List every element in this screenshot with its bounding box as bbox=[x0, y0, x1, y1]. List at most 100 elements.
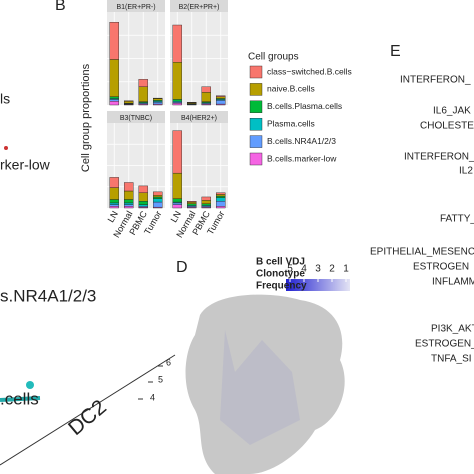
colorbar-title: Clonotype bbox=[256, 269, 305, 280]
facet-strip bbox=[170, 0, 228, 12]
x-tick-label: LN bbox=[169, 209, 183, 224]
bar-segment bbox=[172, 172, 182, 199]
facet-title: B4(HER2+) bbox=[181, 115, 217, 122]
point bbox=[26, 381, 34, 389]
legend-swatch bbox=[249, 117, 263, 131]
bar-segment bbox=[201, 92, 211, 102]
axis-line bbox=[0, 354, 176, 466]
pathway-label: INFLAMM bbox=[432, 277, 474, 288]
legend-label: Plasma.cells bbox=[267, 118, 315, 128]
bar-segment bbox=[172, 202, 182, 205]
bar-segment bbox=[109, 206, 119, 209]
fragment-label: 5 bbox=[158, 374, 163, 384]
bar-segment bbox=[216, 197, 226, 202]
colorbar-tick-label: 4 bbox=[301, 264, 307, 275]
panel-label: E bbox=[390, 43, 401, 60]
bar-segment bbox=[216, 100, 226, 105]
legend-swatch bbox=[249, 65, 263, 79]
left-panel bbox=[0, 146, 176, 466]
bar-segment bbox=[201, 200, 211, 204]
bar-segment bbox=[109, 202, 119, 205]
bar-segment bbox=[172, 24, 182, 63]
legend-swatch bbox=[249, 100, 263, 114]
legend-swatch bbox=[249, 135, 263, 148]
colorbar bbox=[286, 279, 350, 291]
pathway-label: CHOLESTER bbox=[420, 121, 474, 132]
legend-title: Cell groups bbox=[248, 52, 299, 63]
bar-segment bbox=[216, 195, 226, 199]
bar-segment bbox=[153, 98, 163, 101]
pathway-label: ESTROGEN_ bbox=[415, 339, 474, 350]
bar-segment bbox=[187, 201, 197, 204]
pathway-label: PI3K_AKT bbox=[431, 324, 474, 335]
pathway-label: TNFA_SI bbox=[431, 354, 472, 365]
bar-segment bbox=[153, 191, 163, 196]
colorbar-title: B cell VDJ bbox=[256, 257, 305, 268]
bar-segment bbox=[153, 196, 163, 199]
fragment-label: .cells bbox=[0, 389, 39, 408]
pathway-label: EPITHELIAL_MESENCH bbox=[370, 247, 474, 258]
colorbar-title: Frequency bbox=[256, 281, 307, 292]
bar-segment bbox=[172, 99, 182, 102]
colorbar-tick-label: 5 bbox=[287, 264, 293, 275]
bar-segment bbox=[109, 199, 119, 204]
bar-segment bbox=[216, 194, 226, 197]
bar-segment bbox=[109, 187, 119, 200]
bar-segment bbox=[172, 62, 182, 100]
bar-segment bbox=[172, 102, 182, 106]
bar-segment bbox=[187, 200, 197, 203]
fragment-label: rker-low bbox=[0, 157, 51, 173]
colorbar-tick-label: 1 bbox=[343, 264, 349, 275]
bar-segment bbox=[138, 79, 148, 87]
legend-swatch bbox=[249, 152, 263, 166]
bar-segment bbox=[187, 203, 197, 206]
bar-segment bbox=[172, 204, 182, 209]
colorbar-tick-label: 3 bbox=[315, 264, 321, 275]
fragment-label: s.NR4A1/2/3 bbox=[0, 286, 96, 305]
facet-strip bbox=[107, 111, 165, 123]
bar-segment bbox=[138, 200, 148, 205]
bar-segment bbox=[216, 200, 226, 207]
bar-segment bbox=[124, 190, 134, 200]
bar-segment bbox=[153, 201, 163, 208]
bar-segment bbox=[153, 198, 163, 203]
bar-segment bbox=[109, 177, 119, 188]
pathway-label: INTERFERON_ bbox=[400, 75, 471, 86]
bar-segment bbox=[124, 182, 134, 192]
colorbar-tick-label: 2 bbox=[329, 264, 335, 275]
legend-label: class−switched.B.cells bbox=[267, 66, 352, 76]
x-tick-label: LN bbox=[106, 209, 120, 224]
bar-segment bbox=[201, 86, 211, 93]
pathway-label: FATTY_ bbox=[440, 214, 474, 225]
bar-segment bbox=[201, 203, 211, 206]
bar-segment bbox=[124, 204, 134, 207]
facet-strip bbox=[170, 111, 228, 123]
bar-segment bbox=[138, 204, 148, 207]
bar-segment bbox=[216, 206, 226, 209]
bar-segment bbox=[216, 192, 226, 195]
bar-segment bbox=[109, 101, 119, 106]
bar-segment bbox=[172, 198, 182, 203]
bar-segment bbox=[172, 130, 182, 174]
point bbox=[4, 146, 8, 150]
pathway-label: ESTROGEN bbox=[413, 262, 469, 273]
bar-segment bbox=[201, 196, 211, 201]
bar-segment bbox=[124, 100, 134, 102]
panel-label: B bbox=[55, 0, 66, 14]
fragment-label: 4 bbox=[150, 392, 155, 402]
bar-segment bbox=[109, 59, 119, 97]
bar-segment bbox=[138, 192, 148, 202]
bar-segment bbox=[138, 185, 148, 193]
pathway-label: INTERFERON_G bbox=[404, 152, 474, 163]
bar-segment bbox=[153, 102, 163, 105]
legend-label: B.cells.marker-low bbox=[267, 153, 337, 163]
panel-label: D bbox=[176, 259, 188, 276]
bar-segment bbox=[138, 86, 148, 102]
bar-segment bbox=[124, 202, 134, 205]
points bbox=[0, 396, 41, 402]
bar-segment bbox=[216, 96, 226, 99]
fragment-label: DC2 bbox=[64, 395, 111, 440]
facet-title: B1(ER+PR-) bbox=[116, 4, 155, 11]
